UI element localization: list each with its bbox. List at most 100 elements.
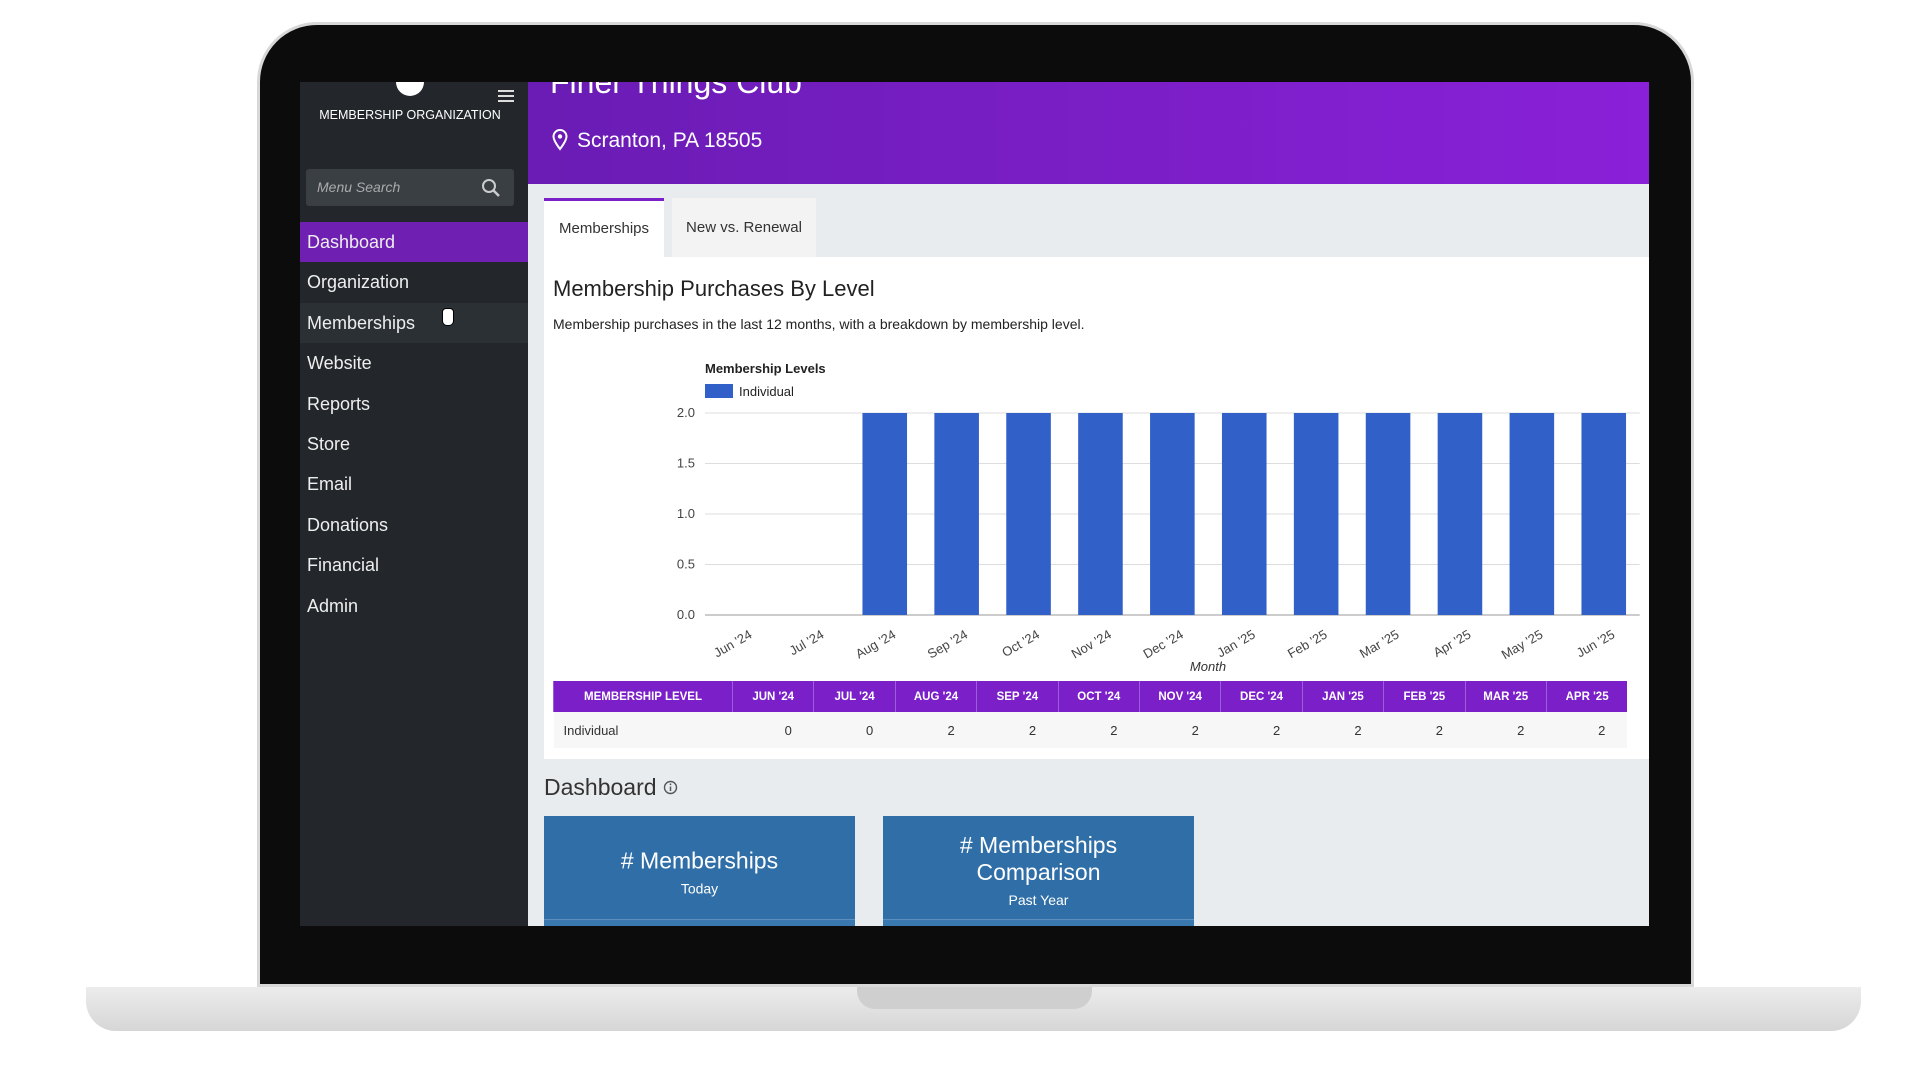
bar xyxy=(1221,413,1267,615)
x-tick-label: Feb '25 xyxy=(1285,627,1330,661)
x-tick-label: Dec '24 xyxy=(1141,627,1186,662)
logo xyxy=(396,82,424,96)
pin-icon xyxy=(552,129,568,151)
y-tick-label: 1.0 xyxy=(677,506,695,521)
menu-item[interactable]: Organization xyxy=(307,272,410,293)
chart: 0.0 0.5 1.0 1.5 2.0 Membership Levels Individu… xyxy=(677,361,1640,674)
x-tick-label: Jan '25 xyxy=(1214,627,1257,661)
menu-item[interactable]: Donations xyxy=(307,514,389,535)
dashboard-card[interactable]: # Memberships Today xyxy=(544,816,855,926)
dashboard-heading: Dashboard xyxy=(544,774,657,800)
card-body: # Memberships Comparison Past Year xyxy=(883,832,1194,908)
bar xyxy=(1150,413,1195,615)
card-subtitle: Today xyxy=(680,880,719,897)
table-header-cell: JUN '24 xyxy=(731,681,814,712)
bar xyxy=(934,413,979,615)
table-header-cell: MAR '25 xyxy=(1464,681,1547,712)
table-cell: 2 xyxy=(947,722,955,738)
table-cell: 2 xyxy=(1191,722,1199,738)
y-tick-label: 2.0 xyxy=(677,405,695,420)
org-name: MEMBERSHIP ORGANIZATION xyxy=(319,108,501,122)
sidebar: MEMBERSHIP ORGANIZATION Menu Search Dash… xyxy=(300,82,528,926)
card-body: # Memberships Today xyxy=(544,848,855,897)
table-header-cell: DEC '24 xyxy=(1220,681,1303,712)
x-tick-label: Jun '24 xyxy=(711,627,754,661)
card-footer xyxy=(883,919,1194,926)
org-title: Finer Things Club xyxy=(550,82,802,100)
table-cell: 0 xyxy=(866,722,874,738)
y-tick-label: 0.5 xyxy=(677,557,695,572)
table-cell: 2 xyxy=(1110,722,1118,738)
table-cell: 2 xyxy=(1028,722,1037,738)
x-tick-label: Aug '24 xyxy=(853,627,898,662)
table-header-cell: SEP '24 xyxy=(976,681,1059,712)
bar xyxy=(1293,413,1339,615)
table-header-row: MEMBERSHIP LEVEL JUN '24 JUL '24 AUG '24 SEP… xyxy=(553,681,1628,712)
y-tick-label: 0.0 xyxy=(677,607,695,622)
menu-item[interactable]: Admin xyxy=(307,595,359,616)
bar xyxy=(1581,413,1627,615)
table-header-cell: OCT '24 xyxy=(1057,681,1140,712)
legend-label: Individual xyxy=(739,384,794,399)
table-header-cell: AUG '24 xyxy=(894,681,977,712)
menu-item[interactable]: Email xyxy=(307,474,353,495)
search-placeholder: Menu Search xyxy=(317,179,401,195)
x-tick-label: Oct '24 xyxy=(999,627,1042,660)
table-header-cell: FEB '25 xyxy=(1383,681,1466,712)
table-cell: 2 xyxy=(1273,722,1281,738)
card-subtitle: Past Year xyxy=(1008,891,1069,908)
table-cell: 0 xyxy=(784,722,792,738)
x-tick-label: Apr '25 xyxy=(1431,627,1474,660)
search-icon xyxy=(482,179,500,197)
bar xyxy=(1078,413,1123,615)
bar xyxy=(1437,413,1483,615)
card-title: # Memberships Comparison xyxy=(959,831,1118,885)
menu-item[interactable]: Website xyxy=(307,353,372,374)
dashboard-card[interactable]: # Memberships Comparison Past Year xyxy=(883,816,1194,926)
bar xyxy=(1006,413,1051,615)
x-tick-label: Nov '24 xyxy=(1069,627,1114,662)
table-cell: 2 xyxy=(1517,722,1525,738)
x-tick-label: Sep '24 xyxy=(925,627,970,662)
panel-description: Membership purchases in the last 12 mont… xyxy=(553,316,1085,332)
table-cell: 2 xyxy=(1354,722,1362,738)
menu-item[interactable]: Memberships xyxy=(300,302,528,343)
legend-title: Membership Levels xyxy=(705,361,826,376)
menu-item[interactable]: Reports xyxy=(307,393,371,414)
legend-swatch xyxy=(705,384,733,398)
table-header-cell: NOV '24 xyxy=(1138,681,1221,712)
bar xyxy=(1509,413,1555,615)
screen: MEMBERSHIP ORGANIZATION Menu Search Dash… xyxy=(300,82,1649,926)
panel-title: Membership Purchases By Level xyxy=(553,276,875,301)
info-icon[interactable] xyxy=(663,780,678,795)
menu-item[interactable]: Store xyxy=(307,434,351,454)
dashboard-title: Dashboard xyxy=(544,774,678,801)
table-header-cell: JAN '25 xyxy=(1301,681,1384,712)
y-tick-label: 1.5 xyxy=(677,456,695,471)
header: Finer Things Club Scranton, PA 18505 xyxy=(528,82,1649,184)
menu-item[interactable]: Financial xyxy=(307,555,380,576)
table-cell: 2 xyxy=(1598,722,1606,738)
x-tick-label: May '25 xyxy=(1499,627,1546,663)
location: Scranton, PA 18505 xyxy=(577,129,763,152)
menu-toggle[interactable] xyxy=(498,90,514,102)
menu-search[interactable]: Menu Search xyxy=(306,169,514,206)
card-footer xyxy=(544,919,855,926)
table-header-cell: MEMBERSHIP LEVEL xyxy=(553,681,733,712)
menu-item[interactable]: Dashboard xyxy=(300,222,528,262)
x-tick-label: Jun '25 xyxy=(1574,627,1617,661)
bar xyxy=(1365,413,1411,615)
card-title: # Memberships xyxy=(620,847,779,874)
table-row: Individual 0 0 2 2 2 2 2 2 2 2 2 xyxy=(553,712,1628,748)
data-table: MEMBERSHIP LEVEL JUN '24 JUL '24 AUG '24 SEP… xyxy=(553,681,1628,748)
x-tick-label: Mar '25 xyxy=(1357,627,1402,661)
table-cell: Individual xyxy=(563,722,619,738)
bar xyxy=(862,413,908,615)
table-header-cell: APR '25 xyxy=(1545,681,1628,712)
x-tick-label: Jul '24 xyxy=(787,627,827,659)
tab[interactable]: Memberships xyxy=(544,198,664,257)
table-header-cell: JUL '24 xyxy=(813,681,896,712)
tab[interactable]: New vs. Renewal xyxy=(672,198,816,257)
x-axis-label: Month xyxy=(1190,659,1226,674)
